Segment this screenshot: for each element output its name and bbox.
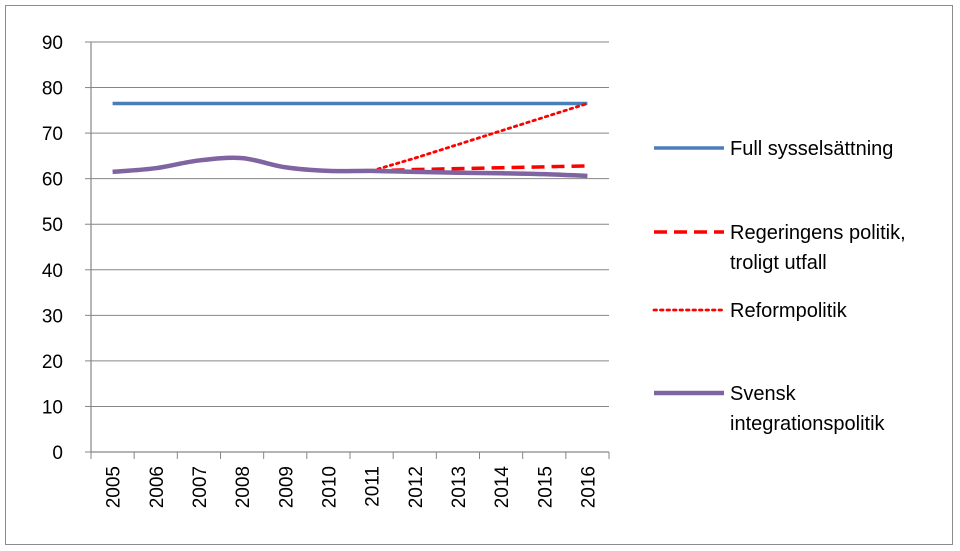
series-lines (112, 101, 589, 179)
legend-label-1: Regeringens politik, troligt utfall (730, 222, 906, 274)
legend-label-2: Reformpolitik (730, 300, 848, 322)
legend-label-0: Full sysselsättning (730, 138, 893, 160)
axes (85, 41, 610, 459)
x-tick-label: 2014 (492, 466, 513, 509)
series-line-3 (112, 155, 588, 179)
y-tick-label: 20 (42, 352, 63, 373)
y-tick-label: 90 (42, 33, 63, 54)
series-line-2 (370, 102, 589, 173)
y-tick-label: 0 (52, 443, 63, 464)
x-tick-labels: 2005 2006 2007 2008 2009 2010 2011 2012 2013 2014… (104, 466, 600, 509)
x-tick-label: 2009 (276, 466, 297, 508)
y-tick-label: 30 (42, 306, 63, 327)
x-tick-label: 2011 (363, 466, 384, 507)
y-tick-label: 40 (42, 261, 63, 282)
x-tick-label: 2005 (104, 466, 125, 508)
x-tick-label: 2016 (578, 466, 599, 508)
x-tick-label: 2008 (233, 466, 254, 508)
y-tick-labels: 0 10 20 30 40 50 60 70 80 90 (42, 33, 63, 464)
y-tick-label: 10 (42, 397, 63, 418)
x-tick-label: 2006 (147, 466, 168, 508)
x-tick-label: 2013 (449, 466, 470, 508)
legend: Full sysselsättning Regeringens politik, t… (652, 138, 906, 435)
x-tick-label: 2015 (535, 466, 556, 508)
y-tick-label: 70 (42, 124, 63, 145)
gridlines (91, 41, 609, 407)
y-tick-label: 80 (42, 79, 63, 100)
x-tick-label: 2007 (190, 466, 211, 508)
legend-label-3: Svensk integrationspolitik (730, 383, 886, 435)
x-tick-label: 2010 (319, 466, 340, 508)
y-tick-label: 50 (42, 215, 63, 236)
y-tick-label: 60 (42, 170, 63, 191)
series-line-1 (371, 164, 588, 173)
x-tick-label: 2012 (406, 466, 427, 508)
